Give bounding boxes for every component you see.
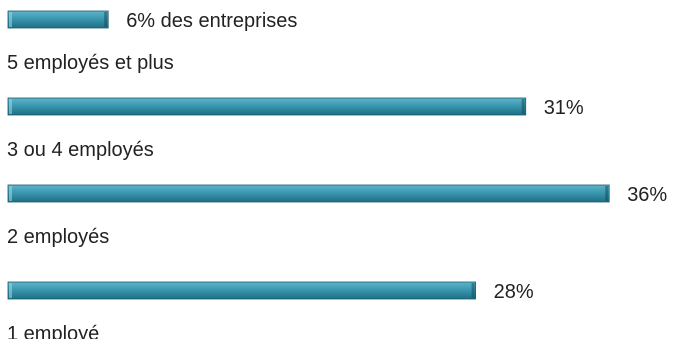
bar-3-bevel-right xyxy=(605,186,609,201)
bar-2 xyxy=(7,97,527,116)
bar-1-bevel-left xyxy=(9,12,12,27)
labels-group: 6% des entreprises 5 employés et plus 31% 3… xyxy=(7,10,667,339)
value-label-4: 28% xyxy=(494,281,534,303)
value-label-1: 6% des entreprises xyxy=(126,10,297,32)
bar-2-bevel-right xyxy=(521,99,525,114)
bar-4 xyxy=(7,281,477,300)
bar-2-bevel-left xyxy=(9,99,12,114)
bar-3-bevel-left xyxy=(9,186,12,201)
category-label-1: 5 employés et plus xyxy=(7,52,174,74)
value-label-3: 36% xyxy=(627,184,667,206)
category-label-2: 3 ou 4 employés xyxy=(7,139,154,161)
bar-4-bevel-left xyxy=(9,283,12,298)
bar-1-bevel-right xyxy=(104,12,108,27)
category-label-4: 1 employé xyxy=(7,323,99,339)
category-label-3: 2 employés xyxy=(7,226,109,248)
bar-3 xyxy=(7,184,610,203)
bars-group xyxy=(7,10,610,300)
bar-1 xyxy=(7,10,109,29)
bar-4-bevel-right xyxy=(471,283,475,298)
value-label-2: 31% xyxy=(544,97,584,119)
